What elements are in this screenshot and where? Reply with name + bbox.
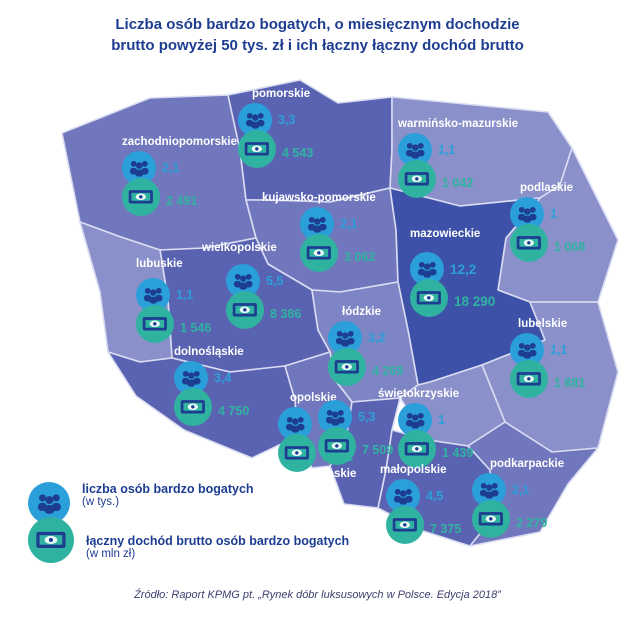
income-value: 18 290 [454,294,496,309]
income-value: 7 509 [362,442,394,457]
people-value: 3,4 [214,371,232,385]
people-value: 2,1 [340,217,358,231]
income-value: 4 543 [282,145,314,160]
people-value: 12,2 [450,261,477,277]
people-value: 2,1 [162,161,180,175]
people-value: 3,3 [278,113,296,127]
region-overlay-slaskie: 5,3 7 509 śląskie [318,400,393,483]
region-label: śląskie [318,468,357,480]
region-overlay-dolnoslaskie: dolnośląskie 3,4 4 750 [174,346,249,426]
money-icon [174,388,212,426]
people-value: 1,1 [176,288,194,302]
region-overlay-podlaskie: podlaskie 1 1 068 [510,182,585,262]
region-overlay-lubelskie: lubelskie 1,1 1 881 [510,318,585,398]
region-label: małopolskie [380,464,447,476]
legend: liczba osób bardzo bogatych (w tys.) łąc… [28,482,349,563]
income-value: 1 042 [442,175,474,190]
legend-people-unit: (w tys.) [82,496,120,508]
title-line-1: Liczba osób bardzo bogatych, o miesięczn… [115,16,520,33]
region-overlay-malopolskie: małopolskie 4,5 7 375 [380,464,461,544]
source-note: Źródło: Raport KPMG pt. „Rynek dóbr luks… [134,589,501,601]
region-label: kujawsko-pomorskie [262,192,376,204]
money-icon [398,160,436,198]
people-value: 4,5 [426,489,444,503]
people-value: 2,1 [512,483,530,497]
income-value: 2 279 [516,515,548,530]
money-icon [226,291,264,329]
money-icon [28,517,74,563]
money-icon [410,279,448,317]
region-label: warmińsko-mazurskie [398,118,519,130]
region-label: wielkopolskie [202,242,277,254]
region-label: zachodniopomorskie [122,136,238,148]
income-value: 7 375 [430,521,462,536]
income-value: 1 546 [180,320,212,335]
money-icon [318,427,356,465]
region-label: mazowieckie [410,228,481,240]
region-label: dolnośląskie [174,346,244,358]
region-label: podkarpackie [490,458,565,470]
legend-people-label: liczba osób bardzo bogatych [82,482,254,496]
money-icon [472,500,510,538]
income-value: 4 750 [218,403,250,418]
region-overlay-warminsko-mazurskie: warmińsko-mazurskie 1,1 1 042 [398,118,518,198]
region-label: lubelskie [518,318,568,330]
region-overlay-mazowieckie: mazowieckie 12,2 18 290 [410,228,495,317]
region-label: lubuskie [136,258,183,270]
money-icon [510,224,548,262]
region-overlay-lodzkie: łódzkie 3,2 4 269 [328,306,403,386]
title-line-2: brutto powyżej 50 tys. zł i ich łączny ł… [111,37,524,54]
region-overlay-podkarpackie: podkarpackie 2,1 2 279 [472,458,564,538]
people-value: 1,1 [550,343,568,357]
region-label: łódzkie [342,306,381,318]
legend-money-label: łączny dochód brutto osób bardzo bogatyc… [86,534,350,548]
money-icon [328,348,366,386]
region-overlay-swietokrzyskie: świętokrzyskie 1 1 439 [378,388,473,468]
region-overlay-lubuskie: lubuskie 1,1 1 546 [136,258,211,343]
region-overlay-wielkopolskie: wielkopolskie 5,5 8 386 [202,242,301,329]
people-value: 5,3 [358,410,376,424]
income-value: 3 062 [344,249,376,264]
income-value: 4 269 [372,363,404,378]
people-value: 1 [438,413,445,427]
money-icon [122,178,160,216]
money-icon [136,305,174,343]
money-icon [238,130,276,168]
people-value: 1 [550,207,557,221]
legend-item-money: łączny dochód brutto osób bardzo bogatyc… [28,517,350,563]
page-title: Liczba osób bardzo bogatych, o miesięczn… [0,14,635,56]
legend-item-people: liczba osób bardzo bogatych (w tys.) [28,482,349,524]
income-value: 1 439 [442,445,474,460]
income-value: 8 386 [270,306,302,321]
people-value: 5,5 [266,274,284,288]
region-label: świętokrzyskie [378,388,460,400]
legend-money-unit: (w mln zł) [86,548,136,560]
money-icon [398,430,436,468]
region-label: opolskie [290,392,337,404]
people-value: 3,2 [368,331,386,345]
income-value: 1 881 [554,375,586,390]
region-overlay-pomorskie: pomorskie 3,3 4 543 [238,88,313,168]
money-icon [386,506,424,544]
people-value: 1,1 [438,143,456,157]
region-label: pomorskie [252,88,311,100]
income-value: 1 068 [554,239,586,254]
money-icon [300,234,338,272]
income-value: 2 491 [166,193,198,208]
money-icon [510,360,548,398]
region-overlay-kujawsko-pomorskie: kujawsko-pomorskie 2,1 3 062 [262,192,376,272]
region-overlay-zachodniopomorskie: zachodniopomorskie 2,1 2 491 [122,136,237,216]
money-icon [278,434,316,472]
region-label: podlaskie [520,182,574,194]
